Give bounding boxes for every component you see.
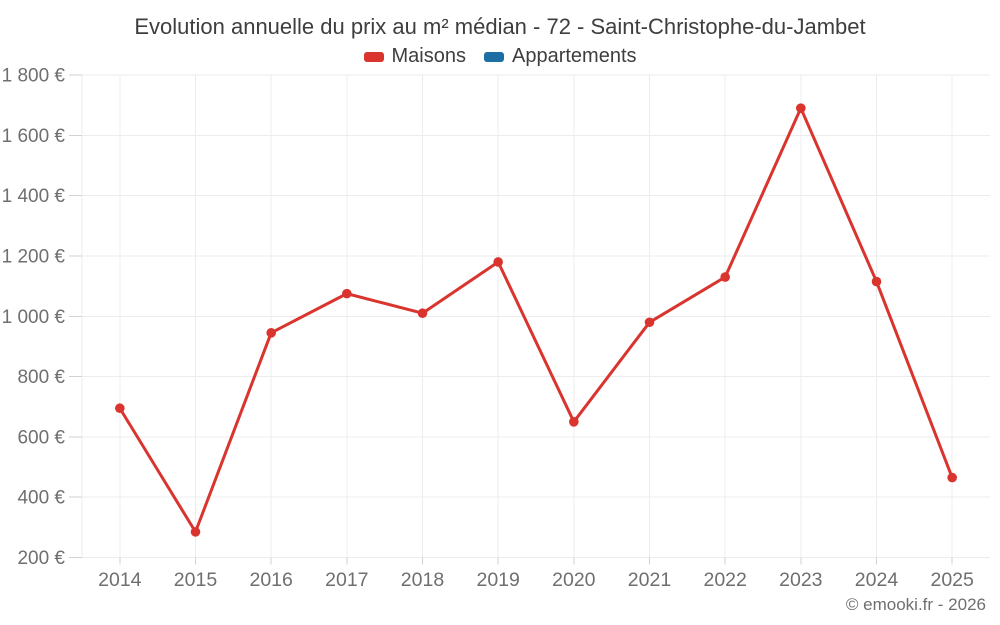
data-point-2021[interactable]: [644, 317, 655, 328]
x-tick-label-2025: 2025: [930, 569, 974, 591]
legend-swatch-maisons: [363, 51, 384, 62]
y-tick-label: 600 €: [17, 427, 65, 448]
data-point-2023[interactable]: [796, 103, 806, 113]
x-tick-label-2024: 2024: [855, 569, 899, 591]
data-point-2017[interactable]: [342, 288, 352, 299]
legend-label-maisons: Maisons: [391, 45, 466, 67]
y-tick-label: 200 €: [17, 548, 65, 569]
y-tick-label: 1 400 €: [2, 186, 66, 207]
copyright-credit: © emooki.fr - 2026: [845, 595, 986, 614]
x-tick-label-2021: 2021: [628, 569, 671, 591]
y-tick-label: 800 €: [17, 367, 65, 388]
x-tick-label-2022: 2022: [703, 569, 746, 591]
data-point-2015[interactable]: [190, 527, 201, 537]
x-tick-label-2018: 2018: [401, 569, 444, 591]
x-tick-label-2015: 2015: [174, 569, 218, 591]
x-tick-label-2017: 2017: [325, 569, 368, 591]
x-tick-label-2020: 2020: [552, 569, 596, 591]
axis-ticks: [69, 74, 953, 565]
y-tick-label: 1 600 €: [2, 126, 66, 147]
y-tick-label: 1 200 €: [2, 246, 66, 267]
data-point-2025[interactable]: [947, 472, 957, 483]
data-point-2016[interactable]: [266, 328, 276, 338]
legend-item-maisons[interactable]: Maisons: [363, 45, 466, 68]
data-point-2022[interactable]: [720, 272, 730, 282]
data-point-2014[interactable]: [115, 403, 125, 414]
y-axis-labels: 200 € 400 € 600 € 800 € 1 000 € 1 200 € 1 400 …: [2, 66, 66, 570]
x-axis-labels: 2014 2015 2016 2017 2018 2019 2020 2021 2022 2023…: [98, 569, 974, 591]
chart-legend: Maisons Appartements: [0, 45, 1000, 68]
x-tick-label-2014: 2014: [98, 569, 142, 591]
x-tick-label-2019: 2019: [476, 569, 519, 591]
data-point-2024[interactable]: [871, 276, 882, 287]
x-tick-label-2023: 2023: [779, 569, 822, 591]
y-tick-label: 1 000 €: [2, 307, 66, 328]
legend-label-appartements: Appartements: [511, 45, 637, 67]
legend-swatch-appartements: [483, 51, 504, 62]
series-maisons: [115, 103, 957, 537]
x-tick-label-2016: 2016: [249, 569, 292, 591]
data-point-2020[interactable]: [569, 416, 579, 427]
data-point-2019[interactable]: [493, 257, 503, 267]
y-tick-label: 1 800 €: [2, 66, 66, 87]
chart-title: Evolution annuelle du prix au m² médian …: [134, 14, 866, 39]
series-line-maisons: [118, 106, 954, 534]
data-point-2018[interactable]: [417, 308, 428, 319]
y-tick-label: 400 €: [17, 488, 65, 509]
grid: [81, 74, 990, 558]
legend-item-appartements[interactable]: Appartements: [483, 45, 637, 68]
